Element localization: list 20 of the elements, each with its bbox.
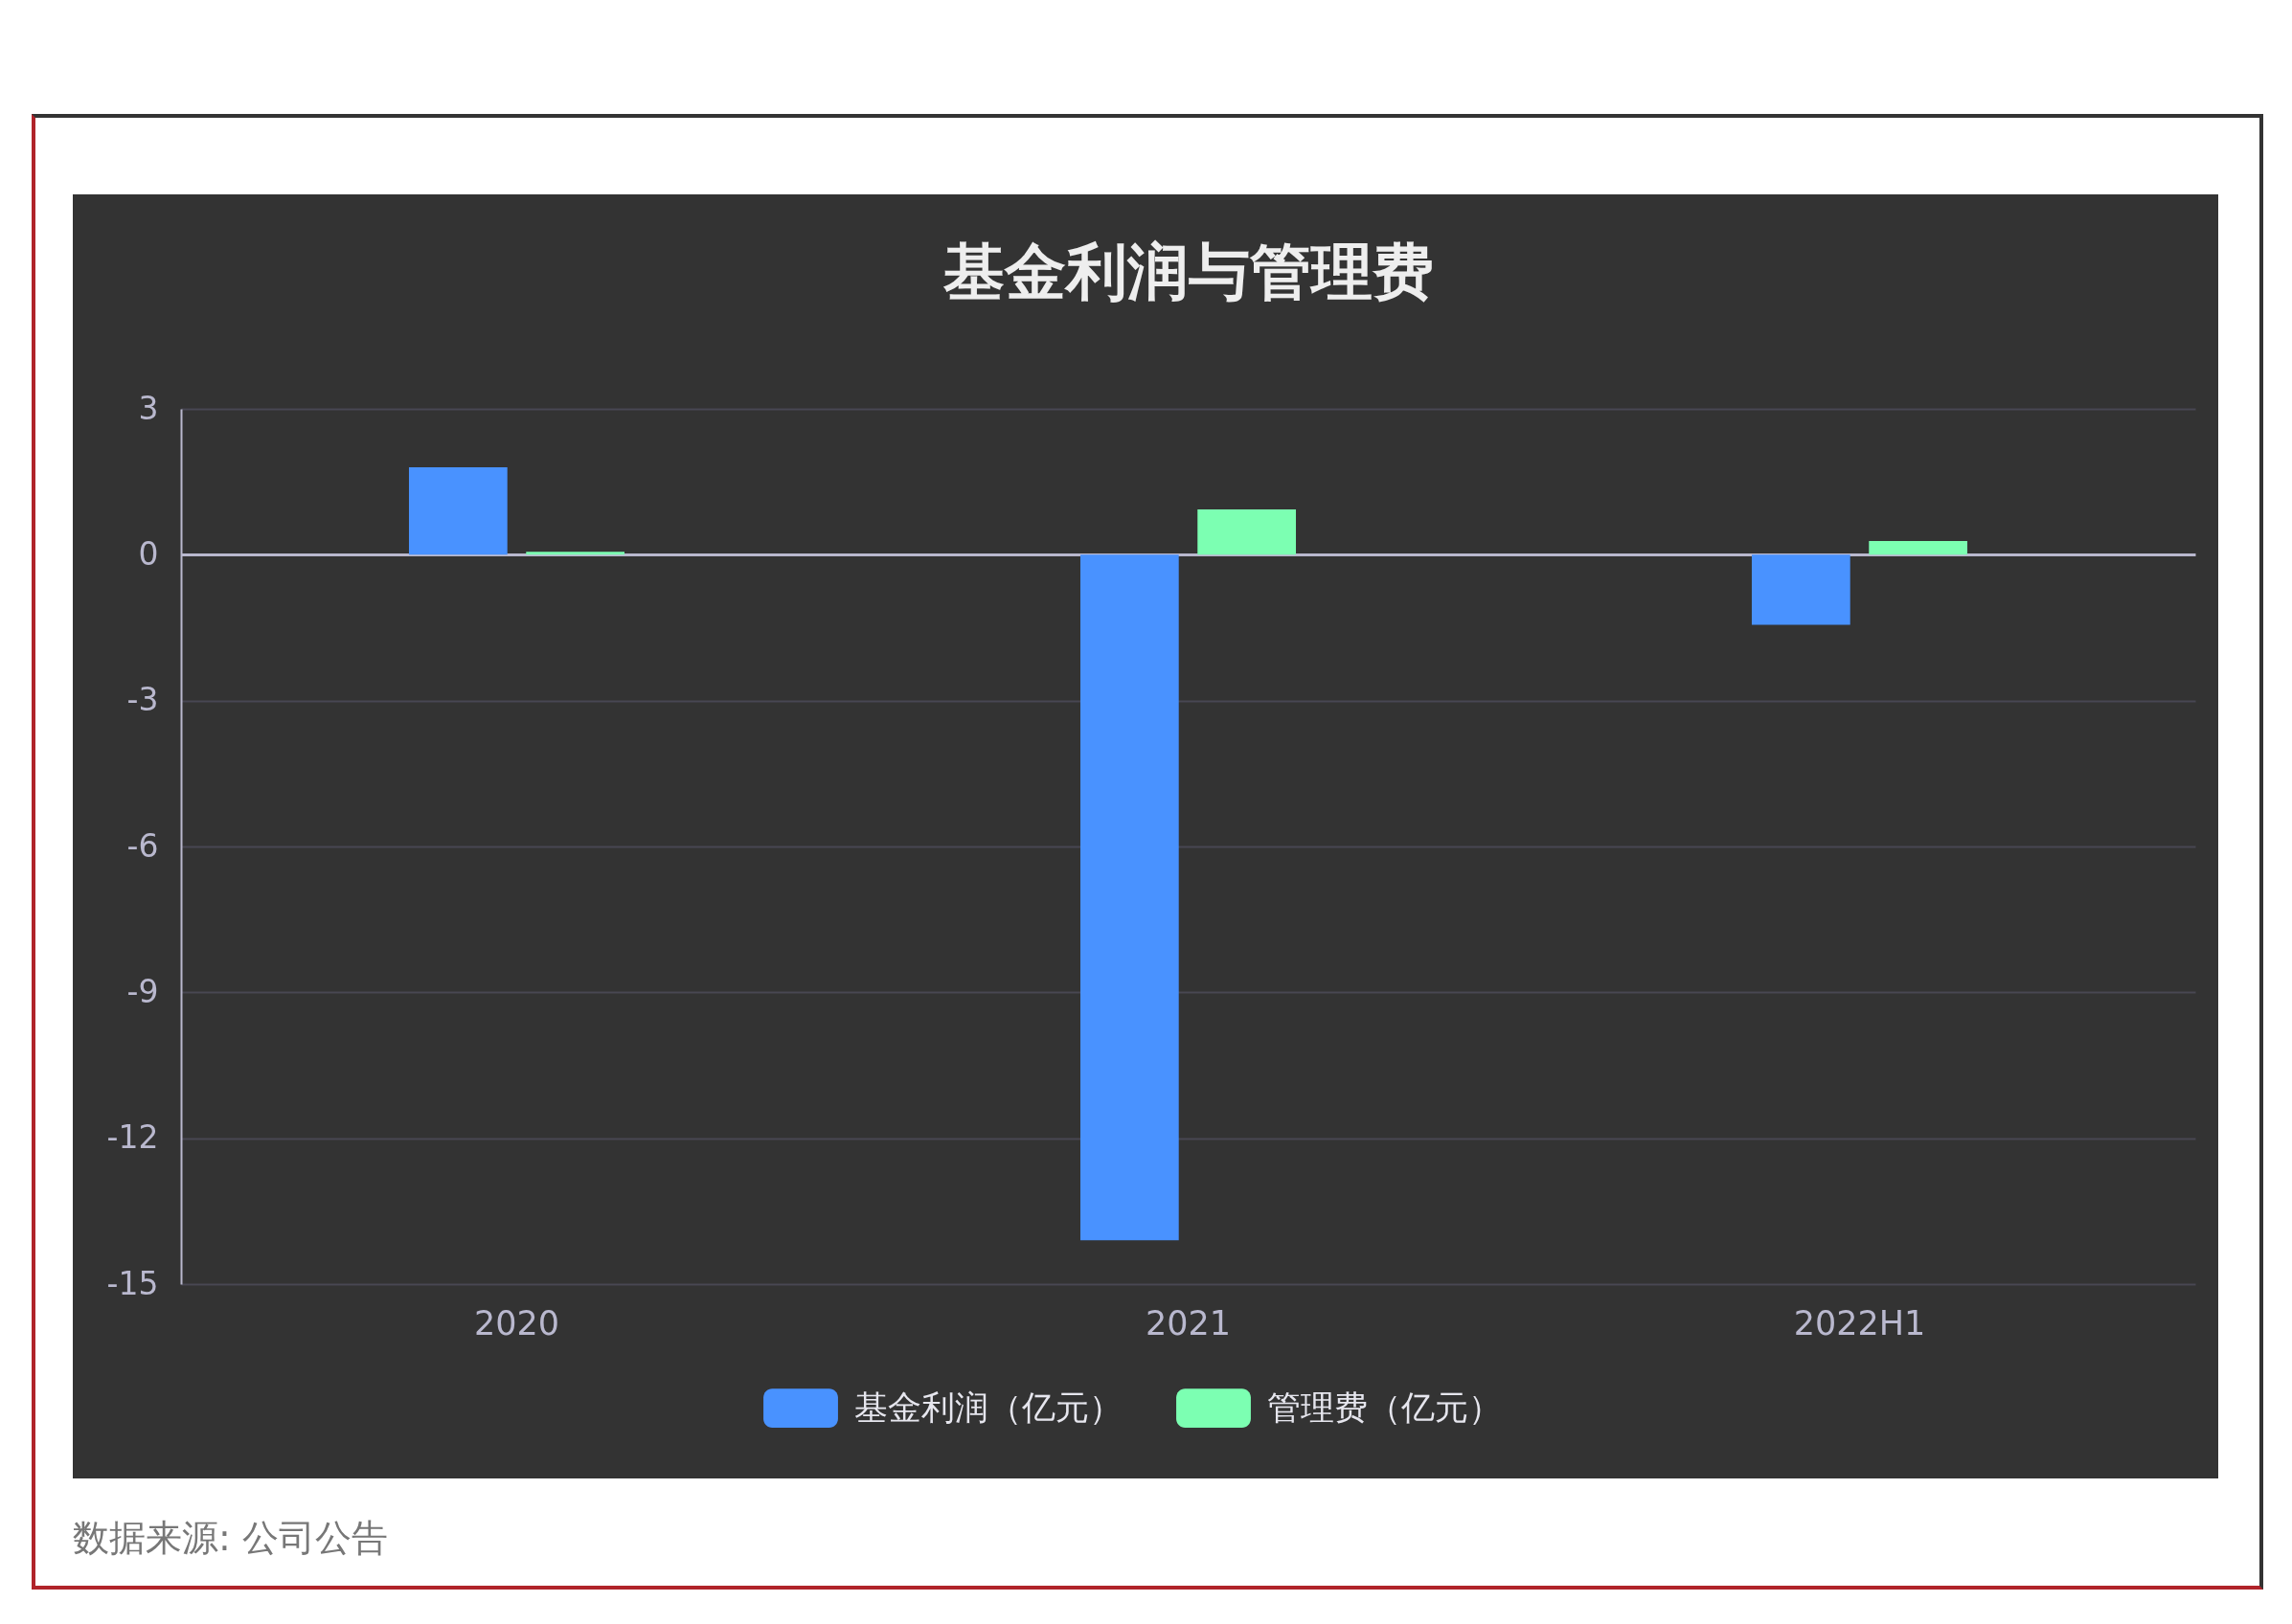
bar xyxy=(1869,541,1968,555)
x-tick-label: 2020 xyxy=(473,1303,560,1342)
x-tick-label: 2021 xyxy=(1145,1303,1232,1342)
y-tick-label: -15 xyxy=(106,1264,159,1302)
y-tick-label: 3 xyxy=(138,389,159,427)
bar xyxy=(1751,554,1850,625)
x-tick-label: 2022H1 xyxy=(1793,1303,1926,1342)
legend-label: 管理费（亿元） xyxy=(1266,1387,1502,1427)
bar xyxy=(1079,554,1179,1241)
y-tick-label: -9 xyxy=(126,972,159,1010)
legend-label: 基金利润（亿元） xyxy=(853,1387,1123,1427)
y-tick-label: -3 xyxy=(126,681,159,719)
bar xyxy=(526,552,625,555)
y-tick-label: -6 xyxy=(126,826,159,865)
y-tick-label: 0 xyxy=(138,534,159,573)
bar xyxy=(1197,509,1297,555)
source-note: 数据来源: 公司公告 xyxy=(73,1517,388,1561)
chart-title: 基金利润与管理费 xyxy=(942,237,1434,307)
y-tick-label: -12 xyxy=(106,1118,159,1157)
bar xyxy=(408,466,508,555)
